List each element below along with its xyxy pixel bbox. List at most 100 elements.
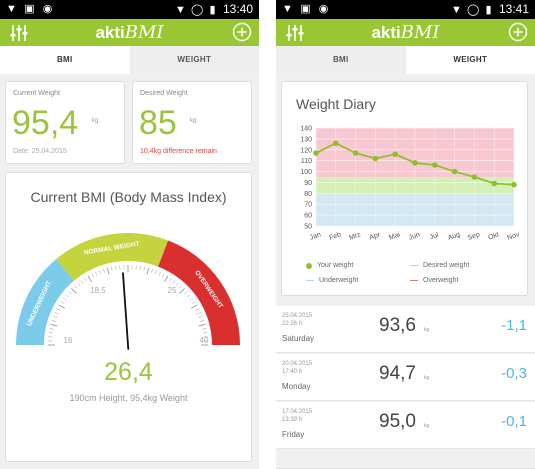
chart-x-tick-label: Jul bbox=[429, 232, 440, 242]
twitter-icon: ▼ bbox=[6, 3, 17, 15]
current-weight-date: Date: 25.04.2015 bbox=[13, 148, 67, 155]
chart-y-tick-label: 70 bbox=[304, 202, 312, 209]
gauge-tick bbox=[60, 301, 65, 304]
legend-label: Overweight bbox=[423, 277, 459, 284]
entry-weight: 93,6 bbox=[379, 315, 416, 336]
chart-y-tick-label: 130 bbox=[300, 136, 312, 143]
chart-point bbox=[313, 150, 319, 156]
sliders-icon[interactable] bbox=[285, 23, 305, 43]
legend-label: Desired weight bbox=[423, 262, 470, 269]
chart-point bbox=[352, 150, 359, 156]
tab-bmi[interactable]: BMI bbox=[0, 46, 130, 74]
entry-day: Friday bbox=[282, 430, 305, 439]
gauge-tick bbox=[158, 271, 161, 276]
gauge-tick bbox=[84, 277, 87, 282]
entry-unit: kg bbox=[424, 423, 430, 429]
entry-unit: kg bbox=[424, 375, 430, 381]
bmi-card-title: Current BMI (Body Mass Index) bbox=[30, 189, 227, 205]
current-weight-value: 95,4 bbox=[12, 104, 79, 142]
battery-icon: ▮ bbox=[209, 3, 216, 16]
sliders-icon[interactable] bbox=[9, 23, 29, 43]
weight-diary-card: Weight Diary 140 130 120 110 100 90 80 70 60 50 Ja… bbox=[281, 81, 528, 296]
chart-x-tick-label: Sep bbox=[467, 231, 481, 242]
entry-date-value: 17.04.2015 bbox=[282, 409, 313, 415]
add-icon[interactable] bbox=[508, 22, 528, 42]
gauge-tick bbox=[203, 332, 208, 334]
gauge-tick bbox=[91, 273, 94, 278]
gauge-tick bbox=[65, 294, 70, 298]
gauge-tick bbox=[198, 323, 206, 327]
tab-bmi[interactable]: BMI bbox=[332, 55, 349, 64]
tab-weight[interactable]: WEIGHT bbox=[405, 46, 535, 74]
image-icon: ▣ bbox=[24, 3, 35, 15]
gauge-tick bbox=[50, 323, 58, 327]
gauge-tick bbox=[56, 308, 61, 311]
desired-weight-difference: 10,4kg difference remain bbox=[140, 148, 217, 155]
gauge-tick bbox=[80, 280, 84, 284]
logo-prefix: akti bbox=[371, 23, 401, 42]
gauge-tick bbox=[77, 282, 81, 287]
gauge-tick bbox=[162, 273, 165, 278]
gauge-tick bbox=[190, 304, 198, 309]
entry-time: 17:40 h bbox=[282, 369, 303, 375]
chart-point bbox=[372, 155, 379, 162]
current-weight-card[interactable]: Current Weight 95,4 kg Date: 25.04.2015 bbox=[5, 81, 125, 164]
entry-time: 13:39 h bbox=[282, 417, 303, 423]
desired-weight-card[interactable]: Desired Weight 85 kg 10,4kg difference r… bbox=[132, 81, 252, 164]
legend-desired-weight: Desired weight bbox=[410, 262, 469, 269]
weight-entry-row[interactable]: 25.04.2015 22:26 h Saturday 93,6 kg -1,1 bbox=[276, 306, 535, 353]
gauge-tick bbox=[63, 297, 67, 301]
gauge-tick bbox=[179, 288, 185, 294]
battery-icon: ▮ bbox=[485, 3, 492, 16]
gauge-tick bbox=[54, 312, 59, 315]
weight-entry-row[interactable]: 17.04.2015 13:39 h Friday 95,0 kg -0,1 bbox=[276, 402, 535, 449]
app-bar: aktiBMI bbox=[276, 19, 535, 46]
desired-weight-value: 85 bbox=[139, 104, 177, 142]
legend-line bbox=[410, 265, 418, 266]
image-icon: ▣ bbox=[300, 3, 311, 15]
status-time: 13:40 bbox=[222, 2, 253, 16]
app-logo: aktiBMI bbox=[0, 22, 259, 43]
gauge-tick bbox=[68, 291, 72, 295]
gauge-tick-label: 18.5 bbox=[90, 286, 106, 295]
app-logo: aktiBMI bbox=[276, 22, 535, 43]
chart-point bbox=[471, 174, 478, 180]
chart-x-tick-label: Jun bbox=[408, 231, 421, 241]
chart-y-tick-label: 60 bbox=[304, 213, 312, 220]
gauge-tick bbox=[71, 288, 77, 294]
gauge-tick bbox=[186, 294, 191, 298]
gauge-tick bbox=[99, 270, 101, 275]
bmi-value: 26,4 bbox=[104, 358, 153, 386]
gauge-tick bbox=[178, 285, 182, 289]
gauge-tick bbox=[191, 301, 196, 304]
add-icon[interactable] bbox=[232, 22, 252, 42]
chart-y-tick-label: 120 bbox=[300, 147, 312, 154]
entry-weight: 94,7 bbox=[379, 363, 416, 384]
tab-weight[interactable]: WEIGHT bbox=[177, 55, 212, 64]
chart-point bbox=[412, 160, 418, 166]
entry-time: 22:26 h bbox=[282, 321, 303, 327]
status-bar: ▼ ▣ ◉ ▼ ◯ ▮ 13:41 bbox=[276, 0, 535, 19]
wifi-icon: ▼ bbox=[175, 3, 186, 16]
gauge-tick bbox=[49, 328, 54, 330]
chart-point bbox=[511, 181, 517, 188]
bmi-card: Current BMI (Body Mass Index) UNDERWEIGH… bbox=[5, 172, 252, 462]
gauge-tick bbox=[139, 265, 141, 270]
weight-entry-row[interactable]: 20.04.2015 17:40 h Monday 94,7 kg -0,3 bbox=[276, 354, 535, 401]
gauge-tick bbox=[115, 265, 117, 270]
entry-date-value: 25.04.2015 bbox=[282, 313, 313, 319]
legend-underweight: Underweight bbox=[306, 277, 358, 284]
chart-point bbox=[392, 151, 398, 157]
desired-weight-unit: kg bbox=[190, 118, 197, 124]
chart-y-tick-label: 90 bbox=[304, 180, 312, 187]
legend-label: Your weight bbox=[317, 262, 354, 269]
gauge-tick bbox=[202, 328, 207, 330]
gauge-tick bbox=[51, 320, 56, 322]
entry-difference: -0,3 bbox=[501, 365, 527, 382]
chart-point bbox=[451, 168, 458, 175]
gauge-tick bbox=[195, 308, 200, 311]
chart-x-tick-label: Apr bbox=[369, 231, 382, 242]
desired-weight-label: Desired Weight bbox=[140, 90, 188, 97]
gauge-tick bbox=[103, 268, 105, 273]
